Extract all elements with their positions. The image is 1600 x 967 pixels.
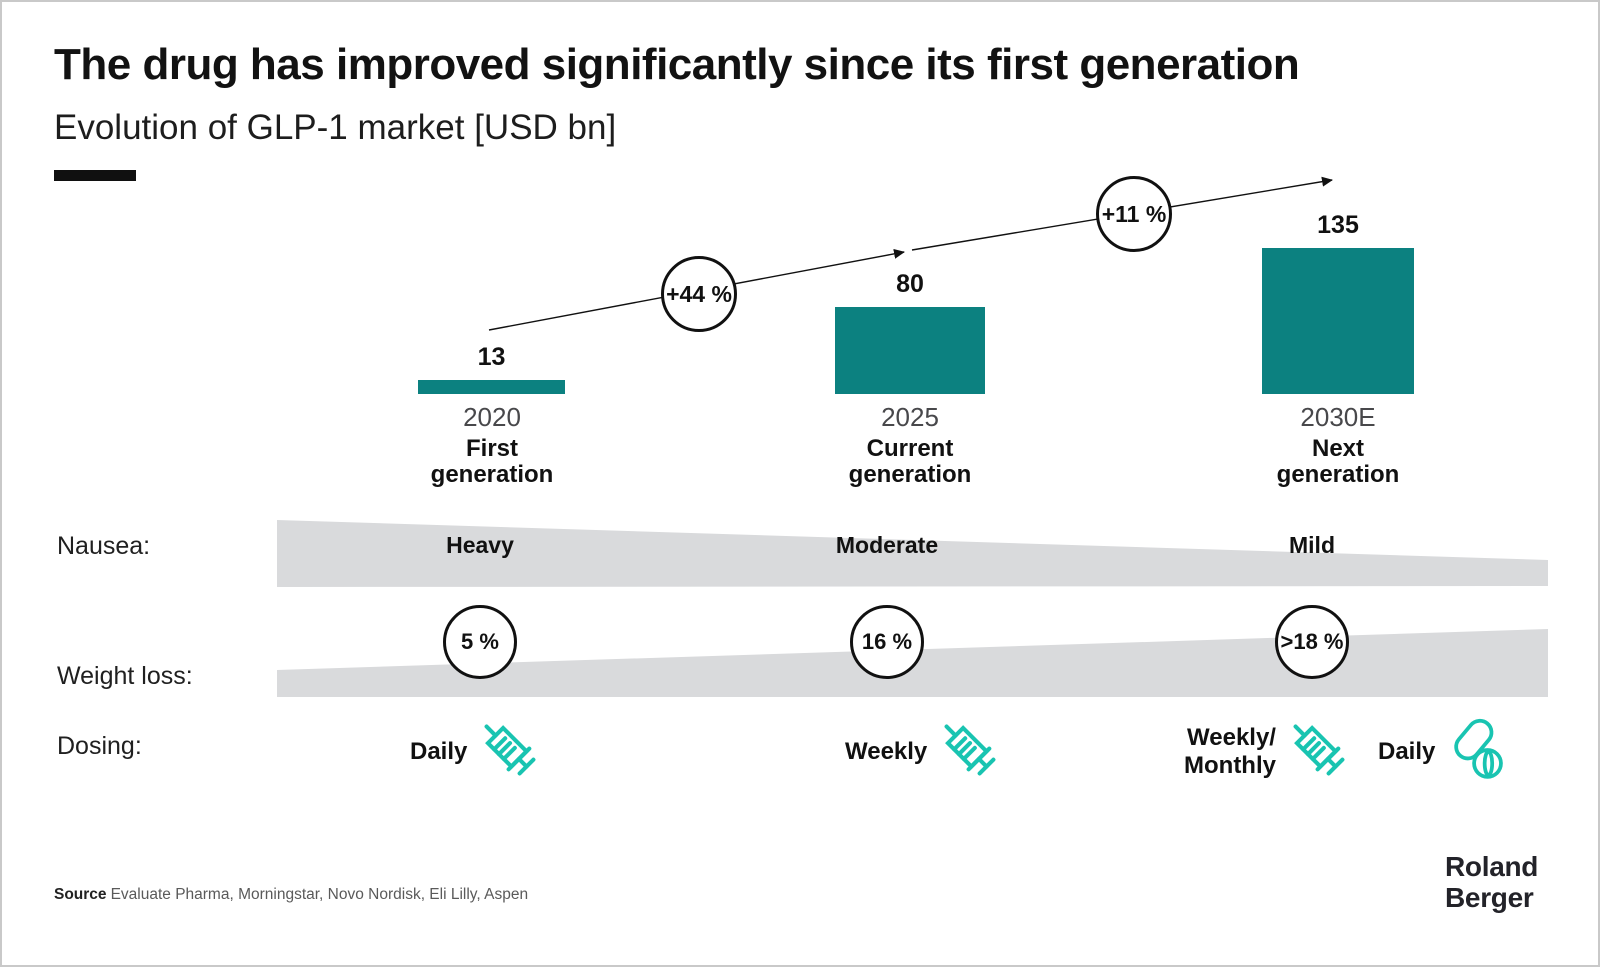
logo-line-1: Roland [1445, 851, 1539, 882]
logo-line-2: Berger [1445, 882, 1534, 913]
bar-value: 80 [896, 270, 924, 298]
weight-loss-badge-1: 5 % [443, 605, 517, 679]
axis-year: 2030E [1300, 402, 1376, 432]
source-label: Source [54, 886, 107, 903]
axis-year: 2025 [881, 402, 939, 432]
axis-label-2020: 2020 First generation [362, 402, 622, 488]
nausea-value-heavy: Heavy [446, 532, 514, 558]
dosing-item-current-gen: Weekly [845, 704, 1007, 800]
axis-label-2025: 2025 Current generation [780, 402, 1040, 488]
bar-group-2025: 80 [835, 2, 985, 394]
dosing-text: Weekly/ Monthly [1184, 724, 1276, 780]
source-text: Evaluate Pharma, Morningstar, Novo Nordi… [110, 886, 529, 903]
growth-badge-44: +44 % [661, 256, 737, 332]
gen-line-1: First [465, 435, 518, 462]
page-subtitle: Evolution of GLP-1 market [USD bn] [54, 108, 617, 147]
dosing-text: Daily [410, 738, 468, 765]
bar-value: 13 [477, 343, 506, 371]
nausea-value-moderate: Moderate [835, 532, 939, 558]
dosing-text: Weekly [845, 738, 928, 765]
pills-icon [1441, 716, 1509, 789]
bar-value: 135 [1317, 211, 1359, 239]
dosing-text-line-2: Monthly [1184, 752, 1276, 779]
dosing-text-line-1: Weekly/ [1187, 724, 1276, 751]
bar-2020 [418, 380, 565, 394]
bar-2030 [1262, 248, 1414, 394]
dosing-item-next-gen-oral: Daily [1378, 704, 1509, 800]
source-note: Source Evaluate Pharma, Morningstar, Novo… [54, 886, 528, 904]
nausea-band [277, 520, 1548, 587]
gen-line-2: generation [430, 461, 554, 488]
gen-line-2: generation [1276, 461, 1400, 488]
syringe-icon [473, 713, 547, 792]
gen-line-1: Current [866, 435, 954, 462]
bar-group-2020: 13 [418, 2, 565, 394]
dosing-text: Daily [1378, 738, 1436, 765]
weight-loss-badge-2: 16 % [850, 605, 924, 679]
axis-year: 2020 [463, 402, 521, 432]
axis-generation: First generation [362, 436, 622, 488]
weight-loss-badge-3: >18 % [1275, 605, 1349, 679]
row-label-dosing: Dosing: [57, 732, 142, 760]
syringe-icon [933, 713, 1007, 792]
roland-berger-logo: Roland Berger [1445, 851, 1538, 913]
gen-line-2: generation [848, 461, 972, 488]
dosing-item-next-gen-injection: Weekly/ Monthly [1184, 704, 1356, 800]
row-label-weight-loss: Weight loss: [57, 662, 193, 690]
row-label-nausea: Nausea: [57, 532, 151, 560]
page-title: The drug has improved significantly sinc… [54, 40, 1300, 89]
gen-line-1: Next [1311, 435, 1365, 462]
bar-group-2030: 135 [1262, 2, 1414, 394]
dosing-item-first-gen: Daily [410, 704, 547, 800]
axis-label-2030: 2030E Next generation [1208, 402, 1468, 488]
axis-generation: Next generation [1208, 436, 1468, 488]
growth-badge-11: +11 % [1096, 176, 1172, 252]
axis-generation: Current generation [780, 436, 1040, 488]
syringe-icon [1282, 713, 1356, 792]
title-accent-bar [54, 170, 136, 181]
bar-2025 [835, 307, 985, 394]
nausea-value-mild: Mild [1289, 532, 1335, 558]
